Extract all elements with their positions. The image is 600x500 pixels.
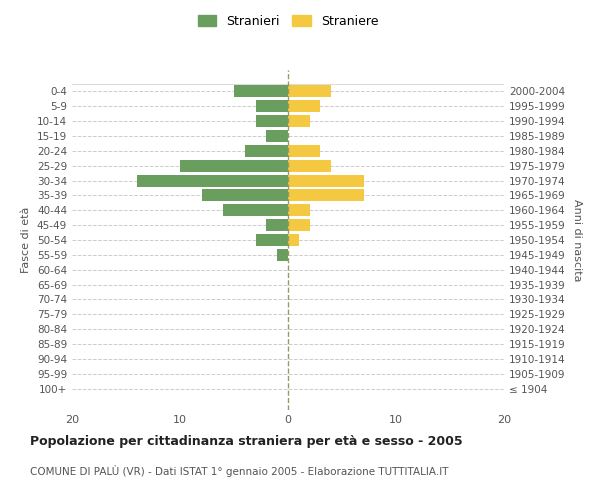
Legend: Stranieri, Straniere: Stranieri, Straniere xyxy=(194,11,382,32)
Bar xyxy=(288,100,320,112)
Bar xyxy=(256,115,288,127)
Bar xyxy=(234,86,288,98)
Bar xyxy=(288,190,364,202)
Bar xyxy=(137,174,288,186)
Y-axis label: Fasce di età: Fasce di età xyxy=(22,207,31,273)
Bar xyxy=(180,160,288,172)
Bar xyxy=(288,174,364,186)
Bar xyxy=(202,190,288,202)
Bar xyxy=(256,234,288,246)
Bar xyxy=(288,145,320,157)
Bar xyxy=(277,249,288,261)
Bar xyxy=(223,204,288,216)
Bar xyxy=(245,145,288,157)
Bar xyxy=(256,100,288,112)
Bar xyxy=(288,160,331,172)
Bar xyxy=(288,115,310,127)
Y-axis label: Anni di nascita: Anni di nascita xyxy=(572,198,582,281)
Bar xyxy=(266,130,288,142)
Text: Popolazione per cittadinanza straniera per età e sesso - 2005: Popolazione per cittadinanza straniera p… xyxy=(30,435,463,448)
Bar xyxy=(288,204,310,216)
Bar xyxy=(288,86,331,98)
Bar xyxy=(266,219,288,231)
Text: COMUNE DI PALÙ (VR) - Dati ISTAT 1° gennaio 2005 - Elaborazione TUTTITALIA.IT: COMUNE DI PALÙ (VR) - Dati ISTAT 1° genn… xyxy=(30,465,449,477)
Bar xyxy=(288,234,299,246)
Bar xyxy=(288,219,310,231)
